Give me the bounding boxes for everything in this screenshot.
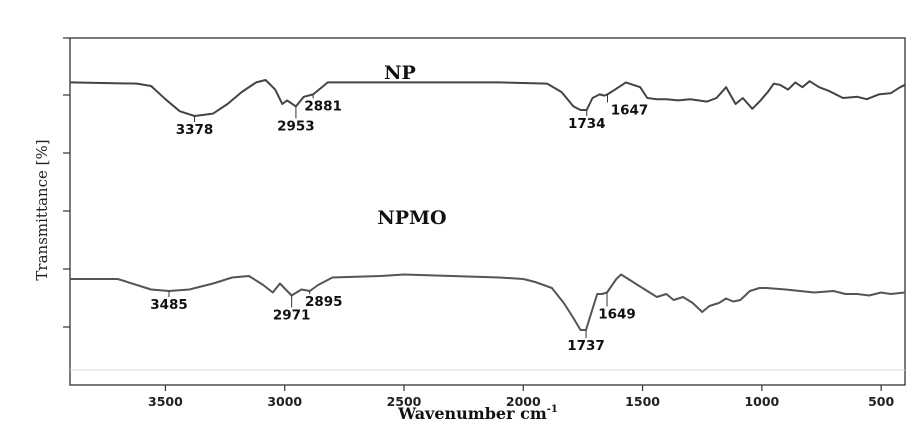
x-axis-label-text: Wavenumber cm — [397, 404, 547, 423]
x-axis-label-superscript: -1 — [547, 404, 558, 415]
peak-label-1647: 1647 — [611, 102, 649, 118]
peak-label-3485: 3485 — [150, 297, 188, 313]
y-axis-label: Transmittance [%] — [33, 139, 51, 280]
plot-frame — [69, 37, 906, 386]
peak-label-2895: 2895 — [305, 294, 343, 310]
peak-label-2971: 2971 — [273, 308, 311, 324]
peak-label-1737: 1737 — [567, 338, 605, 354]
x-tick-label: 500 — [868, 394, 894, 409]
peak-label-3378: 3378 — [176, 122, 214, 138]
x-tick-label: 1500 — [625, 394, 660, 409]
x-tick-label: 3000 — [267, 394, 302, 409]
x-tick-label: 3500 — [148, 394, 183, 409]
peak-label-2881: 2881 — [304, 98, 342, 114]
series-layer — [69, 79, 906, 331]
y-axis-ticks — [63, 37, 70, 328]
series-label-layer: NP NPMO — [377, 62, 446, 229]
peak-label-1649: 1649 — [598, 307, 636, 323]
series-label-np: NP — [384, 62, 416, 84]
x-axis-ticks: 3500 3000 2500 2000 1500 1000 500 — [148, 385, 894, 409]
x-tick-label: 2000 — [506, 394, 541, 409]
x-axis-label: Wavenumber cm-1 — [397, 404, 558, 423]
series-line-npmo — [70, 273, 906, 331]
peak-label-1734: 1734 — [568, 116, 606, 132]
plot-border — [69, 37, 906, 386]
x-tick-label: 1000 — [744, 394, 779, 409]
series-line-np — [69, 79, 906, 117]
x-tick-label: 2500 — [387, 394, 422, 409]
series-label-npmo: NPMO — [377, 207, 446, 229]
peak-label-2953: 2953 — [277, 118, 315, 134]
